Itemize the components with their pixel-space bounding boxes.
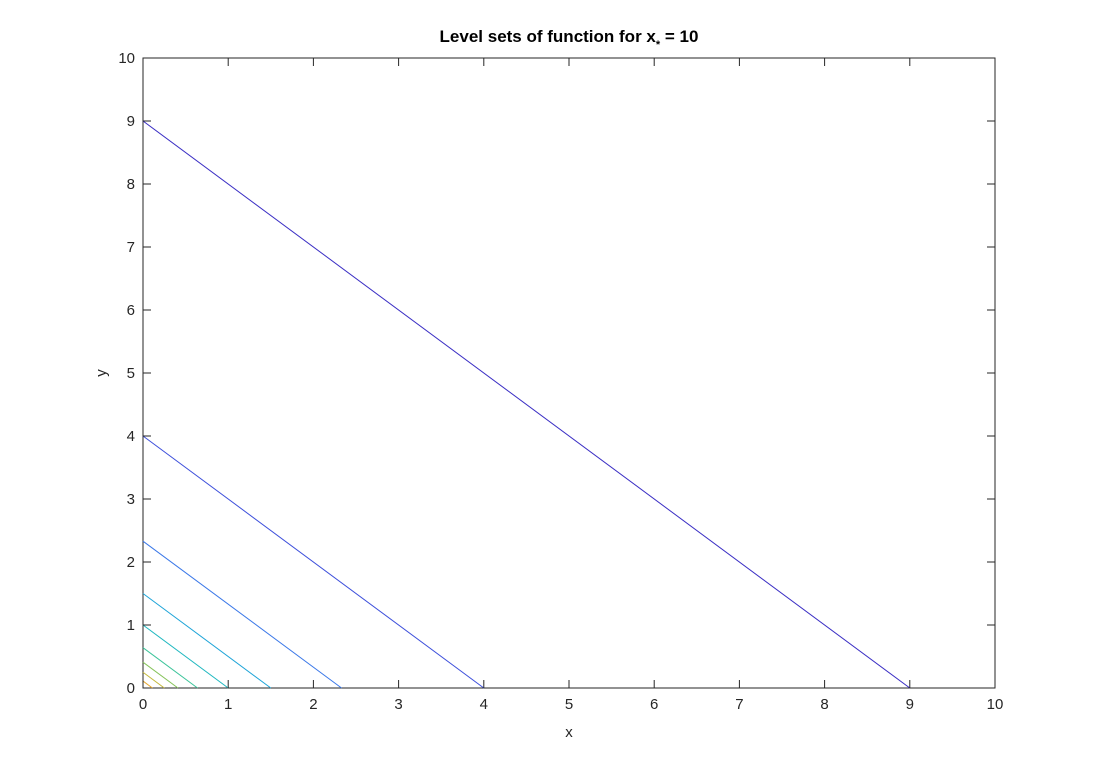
y-tick-label-6: 6 xyxy=(127,302,135,319)
level-set-line-7 xyxy=(142,661,179,689)
title-subscript: * xyxy=(656,39,661,51)
title-suffix: = 10 xyxy=(660,27,698,46)
chart-title: Level sets of function for x* = 10 xyxy=(440,27,699,51)
x-tick-label-0: 0 xyxy=(139,696,147,713)
x-tick-label-6: 6 xyxy=(650,696,658,713)
x-tick-label-5: 5 xyxy=(565,696,573,713)
x-tick-label-8: 8 xyxy=(820,696,828,713)
y-tick-label-1: 1 xyxy=(127,617,135,634)
y-tick-label-3: 3 xyxy=(127,491,135,508)
y-axis-label: y xyxy=(93,369,110,377)
level-set-line-1 xyxy=(142,120,911,689)
level-set-line-2 xyxy=(142,435,485,689)
level-set-line-4 xyxy=(142,593,272,689)
x-tick-label-7: 7 xyxy=(735,696,743,713)
x-tick-label-4: 4 xyxy=(480,696,488,713)
x-axis-label: x xyxy=(565,724,573,741)
series-layer xyxy=(142,120,911,689)
level-set-line-8 xyxy=(142,671,165,689)
level-set-line-9 xyxy=(142,680,153,689)
y-tick-label-5: 5 xyxy=(127,365,135,382)
y-tick-label-8: 8 xyxy=(127,176,135,193)
y-tick-label-10: 10 xyxy=(118,50,135,67)
x-tick-label-1: 1 xyxy=(224,696,232,713)
y-tick-label-7: 7 xyxy=(127,239,135,256)
axes-box xyxy=(142,57,996,689)
title-main: Level sets of function for x xyxy=(440,27,657,46)
x-tick-label-10: 10 xyxy=(987,696,1004,713)
x-tick-label-3: 3 xyxy=(394,696,402,713)
level-set-line-6 xyxy=(142,647,198,689)
tick-layer: 0 1 2 3 4 5 6 7 8 9 10 0 1 2 3 4 5 6 7 8 9 10 xyxy=(118,50,1003,713)
y-tick-label-9: 9 xyxy=(127,113,135,130)
plot-area: 0 1 2 3 4 5 6 7 8 9 10 0 1 2 3 4 5 6 7 8 9 10 xyxy=(118,50,1003,713)
level-set-line-5 xyxy=(142,624,229,689)
level-set-line-3 xyxy=(142,540,342,689)
x-tick-label-2: 2 xyxy=(309,696,317,713)
x-tick-label-9: 9 xyxy=(906,696,914,713)
y-tick-label-4: 4 xyxy=(127,428,135,445)
y-tick-label-2: 2 xyxy=(127,554,135,571)
y-tick-label-0: 0 xyxy=(127,680,135,697)
